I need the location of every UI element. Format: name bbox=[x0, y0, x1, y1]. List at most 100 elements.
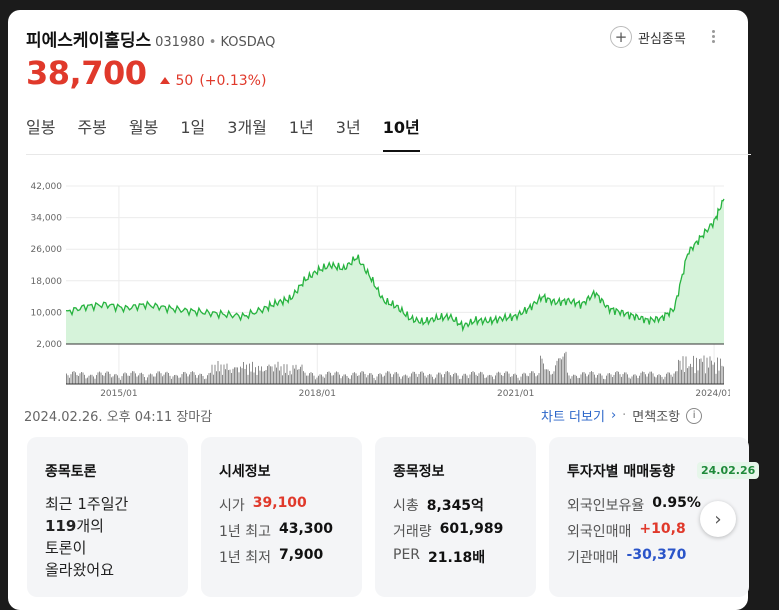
volume-bar bbox=[247, 374, 249, 384]
kv-foreign-trade: 외국인매매 +10,8 bbox=[567, 521, 686, 540]
volume-bar bbox=[168, 372, 169, 384]
volume-bar bbox=[684, 372, 685, 384]
stock-name[interactable]: 피에스케이홀딩스 bbox=[26, 31, 152, 51]
volume-bar bbox=[90, 374, 91, 384]
volume-bar bbox=[277, 361, 279, 384]
volume-bar bbox=[606, 375, 607, 384]
volume-bar bbox=[211, 364, 213, 384]
volume-bar bbox=[699, 359, 700, 384]
volume-bar bbox=[105, 372, 106, 384]
volume-bar bbox=[721, 365, 723, 384]
tab-daily[interactable]: 일봉 bbox=[26, 118, 56, 137]
info-icon[interactable]: i bbox=[686, 407, 703, 424]
volume-bar bbox=[475, 374, 477, 384]
volume-bar bbox=[387, 371, 388, 384]
tab-3year[interactable]: 3년 bbox=[335, 118, 361, 137]
volume-bar bbox=[240, 366, 241, 384]
kv-52w-low: 1년 최저 7,900 bbox=[219, 547, 324, 566]
investor-title: 투자자별 매매동향 bbox=[567, 464, 675, 480]
volume-bar bbox=[298, 369, 300, 384]
volume-bar bbox=[229, 369, 231, 384]
disclaimer-link[interactable]: 면책조항 bbox=[632, 410, 681, 425]
volume-bar bbox=[334, 372, 336, 384]
tab-10year[interactable]: 10년 bbox=[382, 114, 420, 152]
volume-bar bbox=[235, 367, 237, 384]
volume-bar bbox=[565, 351, 567, 384]
volume-bar bbox=[79, 373, 81, 384]
volume-bar bbox=[217, 361, 219, 384]
volume-bar bbox=[532, 371, 534, 384]
volume-bar bbox=[267, 366, 268, 384]
current-price: 38,700 bbox=[26, 54, 147, 92]
chart-more-link[interactable]: 차트 더보기 bbox=[541, 410, 605, 425]
volume-bar bbox=[520, 376, 522, 384]
volume-bar bbox=[375, 380, 376, 384]
tab-weekly[interactable]: 주봉 bbox=[77, 118, 107, 137]
discussion-panel[interactable]: 종목토론 최근 1주일간 119개의 토론이 올라왔어요 bbox=[27, 437, 188, 597]
volume-bar bbox=[588, 374, 589, 384]
volume-bar bbox=[597, 374, 598, 384]
price-row: 38,700 50 (+0.13%) bbox=[26, 54, 266, 92]
volume-bar bbox=[226, 363, 228, 384]
volume-bar bbox=[199, 373, 201, 384]
kv-market-cap: 시총 8,345억 bbox=[393, 498, 484, 514]
volume-bar bbox=[504, 372, 505, 384]
volume-bar bbox=[361, 371, 363, 384]
volume-bar bbox=[510, 376, 511, 384]
volume-bar bbox=[256, 374, 258, 384]
x-tick-label: 2018/01 bbox=[299, 389, 336, 399]
volume-bar bbox=[270, 366, 271, 384]
volume-bar bbox=[438, 372, 439, 384]
volume-bar bbox=[369, 373, 370, 384]
tab-3month[interactable]: 3개월 bbox=[227, 118, 267, 137]
investor-panel[interactable]: 투자자별 매매동향 24.02.26 외국인보유율 0.95% 외국인매매 +10,… bbox=[549, 437, 760, 597]
volume-bar bbox=[627, 374, 628, 384]
volume-bar bbox=[709, 356, 711, 384]
more-options-icon[interactable] bbox=[712, 28, 716, 45]
stock-info-title: 종목정보 bbox=[393, 464, 445, 480]
tab-monthly[interactable]: 월봉 bbox=[128, 118, 159, 137]
volume-bar bbox=[718, 370, 720, 384]
volume-bar bbox=[73, 371, 75, 384]
volume-bar bbox=[525, 373, 526, 384]
volume-bar bbox=[166, 371, 168, 384]
volume-bar bbox=[145, 380, 147, 384]
tab-1day[interactable]: 1일 bbox=[180, 118, 206, 137]
volume-bar bbox=[609, 373, 610, 384]
volume-bar bbox=[214, 364, 216, 384]
volume-bar bbox=[685, 356, 687, 384]
volume-bar bbox=[177, 375, 178, 384]
volume-bar bbox=[405, 374, 406, 384]
tab-1year[interactable]: 1년 bbox=[288, 118, 314, 137]
next-panel-button[interactable]: › bbox=[700, 501, 736, 537]
volume-bar bbox=[466, 375, 468, 384]
volume-bar bbox=[628, 377, 630, 384]
volume-bar bbox=[126, 373, 127, 384]
volume-bar bbox=[355, 373, 357, 384]
volume-bar bbox=[76, 375, 78, 384]
volume-bar bbox=[661, 376, 663, 384]
price-chart[interactable]: 42,000 34,000 26,000 18,000 10,000 2,000 2015… bbox=[18, 168, 731, 400]
volume-bar bbox=[204, 379, 205, 384]
volume-bar bbox=[396, 372, 397, 384]
volume-bar bbox=[658, 374, 660, 384]
volume-bar bbox=[538, 373, 540, 384]
watchlist-button[interactable]: + 관심종목 bbox=[610, 26, 686, 48]
volume-bar bbox=[696, 357, 697, 384]
stock-info-panel[interactable]: 종목정보 시총 8,345억 거래량 601,989 PER 21.18배 bbox=[375, 437, 536, 597]
volume-bar bbox=[159, 371, 160, 384]
y-tick-label: 18,000 bbox=[31, 277, 63, 287]
volume-bar bbox=[469, 374, 471, 384]
plus-icon: + bbox=[610, 26, 632, 48]
kv-52w-high: 1년 최고 43,300 bbox=[219, 521, 334, 540]
volume-bar bbox=[123, 373, 124, 384]
volume-bar bbox=[261, 366, 262, 384]
market-info-panel[interactable]: 시세정보 시가 39,100 1년 최고 43,300 1년 최저 7,900 bbox=[201, 437, 362, 597]
volume-bar bbox=[567, 372, 568, 384]
volume-bar bbox=[274, 364, 276, 384]
volume-bar bbox=[442, 377, 444, 384]
volume-bar bbox=[114, 374, 115, 384]
volume-bar bbox=[448, 372, 450, 384]
volume-bar bbox=[607, 373, 609, 384]
volume-bar bbox=[223, 364, 225, 384]
